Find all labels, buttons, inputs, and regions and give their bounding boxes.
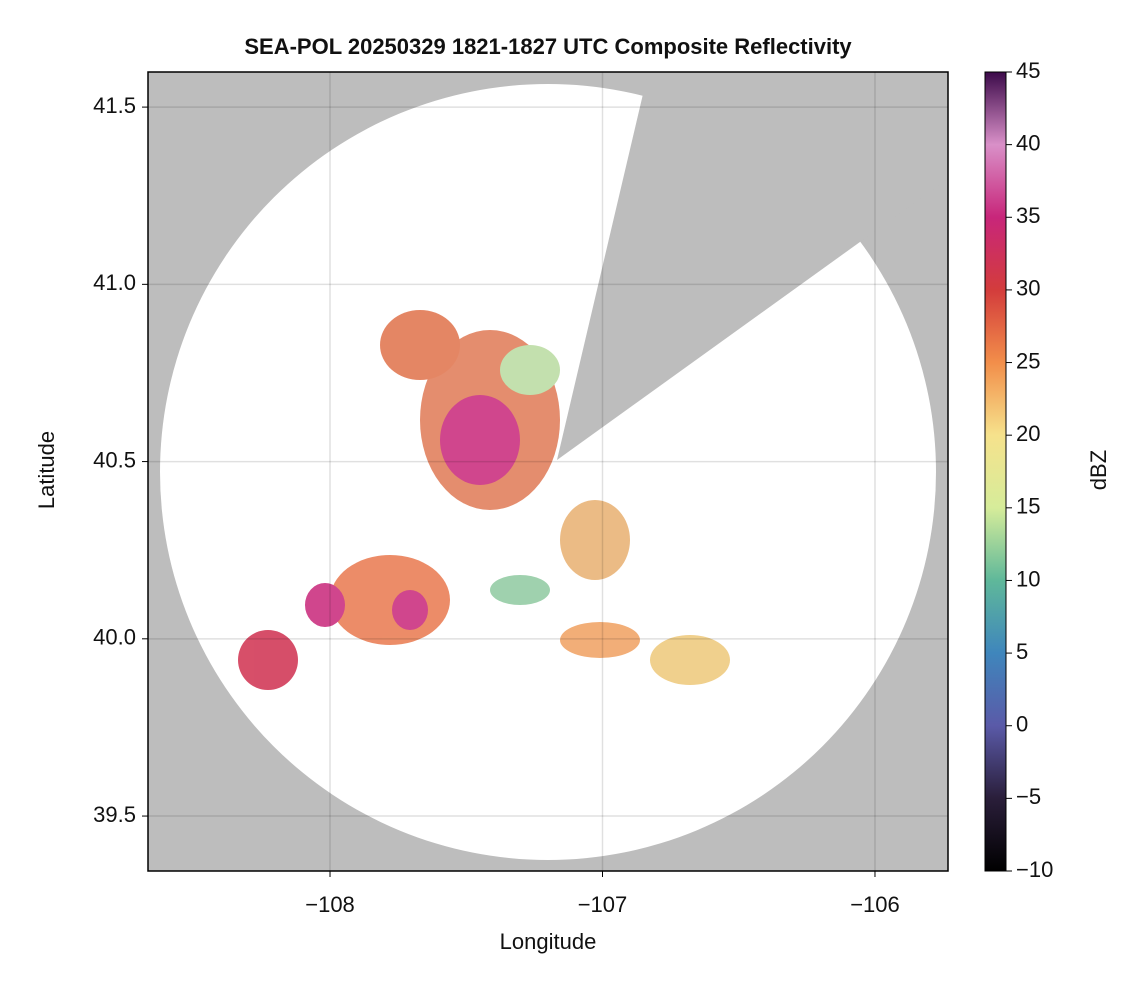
colorbar-tick-label: 15 — [1016, 494, 1040, 519]
y-tick-label: 41.5 — [93, 93, 136, 118]
x-axis-label: Longitude — [500, 929, 597, 954]
echo — [500, 345, 560, 395]
echo — [490, 575, 550, 605]
echo — [440, 395, 520, 485]
echo — [560, 500, 630, 580]
colorbar-tick-label: 20 — [1016, 421, 1040, 446]
chart-title: SEA-POL 20250329 1821-1827 UTC Composite… — [244, 34, 852, 59]
echo — [380, 310, 460, 380]
y-tick-label: 40.0 — [93, 625, 136, 650]
y-tick-label: 40.5 — [93, 447, 136, 472]
radar-coverage — [160, 72, 948, 860]
echo — [330, 555, 450, 645]
blocked-sector — [557, 72, 948, 460]
colorbar-tick-label: 40 — [1016, 130, 1040, 155]
echo — [560, 622, 640, 658]
colorbar-tick-label: 35 — [1016, 203, 1040, 228]
colorbar-tick-label: 30 — [1016, 276, 1040, 301]
x-tick-label: −107 — [578, 892, 628, 917]
x-tick-label: −108 — [305, 892, 355, 917]
colorbar-label: dBZ — [1086, 450, 1111, 490]
echo — [650, 635, 730, 685]
echo — [238, 630, 298, 690]
colorbar-tick-label: 45 — [1016, 58, 1040, 83]
colorbar-tick-label: −5 — [1016, 784, 1041, 809]
echo — [392, 590, 428, 630]
colorbar — [984, 71, 1007, 872]
colorbar-tick-label: 10 — [1016, 566, 1040, 591]
echoes — [238, 310, 730, 690]
colorbar-tick-label: −10 — [1016, 857, 1053, 882]
y-tick-label: 39.5 — [93, 802, 136, 827]
x-tick-label: −106 — [850, 892, 900, 917]
plot-frame — [147, 71, 949, 872]
colorbar-tick-label: 5 — [1016, 639, 1028, 664]
echo — [305, 583, 345, 627]
y-tick-label: 41.0 — [93, 270, 136, 295]
colorbar-tick-label: 25 — [1016, 348, 1040, 373]
y-axis-label: Latitude — [34, 431, 59, 509]
colorbar-tick-label: 0 — [1016, 712, 1028, 737]
